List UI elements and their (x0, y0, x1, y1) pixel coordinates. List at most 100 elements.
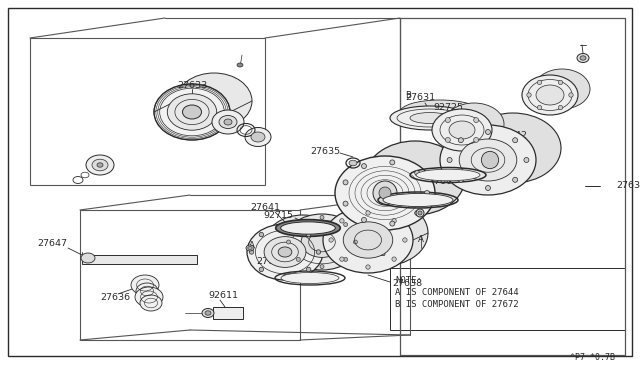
Text: A: A (249, 241, 255, 250)
Ellipse shape (362, 217, 367, 222)
Ellipse shape (392, 257, 396, 262)
Ellipse shape (447, 157, 452, 163)
Ellipse shape (486, 129, 490, 135)
Ellipse shape (486, 186, 490, 190)
Ellipse shape (366, 211, 370, 215)
Ellipse shape (522, 75, 578, 115)
Ellipse shape (259, 232, 264, 237)
Ellipse shape (474, 137, 479, 142)
Text: B IS COMPONENT OF 27672: B IS COMPONENT OF 27672 (395, 300, 518, 309)
Ellipse shape (237, 63, 243, 67)
Ellipse shape (280, 222, 335, 234)
Ellipse shape (296, 257, 300, 262)
Ellipse shape (424, 190, 429, 196)
Bar (390, 268, 625, 330)
Ellipse shape (343, 222, 393, 258)
Text: 27631: 27631 (405, 93, 435, 103)
Ellipse shape (338, 200, 428, 266)
Ellipse shape (135, 287, 163, 307)
Ellipse shape (445, 137, 451, 142)
Ellipse shape (400, 100, 480, 124)
Text: B: B (405, 90, 411, 99)
Ellipse shape (251, 132, 265, 142)
Text: ^P7 *0.7B: ^P7 *0.7B (570, 353, 615, 362)
Ellipse shape (416, 209, 424, 217)
Ellipse shape (432, 109, 492, 151)
Ellipse shape (343, 180, 348, 185)
Ellipse shape (465, 113, 561, 183)
Ellipse shape (131, 275, 159, 295)
Text: 27635: 27635 (310, 148, 340, 157)
Ellipse shape (97, 163, 103, 167)
Text: 27660M: 27660M (428, 176, 466, 186)
Ellipse shape (558, 80, 563, 85)
Ellipse shape (513, 138, 518, 143)
Text: A: A (418, 235, 424, 244)
Ellipse shape (307, 232, 311, 237)
Text: 27633: 27633 (177, 80, 207, 90)
Ellipse shape (259, 267, 264, 272)
Text: NOTE:: NOTE: (395, 276, 422, 285)
Ellipse shape (513, 177, 518, 182)
Ellipse shape (316, 250, 321, 254)
Ellipse shape (390, 221, 395, 226)
Ellipse shape (167, 94, 217, 130)
Ellipse shape (390, 160, 395, 165)
Ellipse shape (335, 156, 435, 230)
Ellipse shape (340, 257, 344, 262)
Text: B: B (379, 248, 385, 257)
Ellipse shape (449, 121, 475, 139)
Ellipse shape (344, 222, 348, 227)
Ellipse shape (246, 245, 254, 251)
Ellipse shape (410, 112, 450, 124)
Ellipse shape (536, 85, 564, 105)
Ellipse shape (460, 139, 517, 181)
Ellipse shape (219, 115, 237, 128)
Text: A: A (342, 196, 348, 205)
Text: 92715: 92715 (263, 211, 293, 219)
Text: B: B (342, 170, 348, 180)
Ellipse shape (205, 311, 211, 315)
Ellipse shape (418, 211, 422, 215)
Ellipse shape (349, 160, 357, 166)
Ellipse shape (283, 275, 287, 279)
Ellipse shape (86, 155, 114, 175)
Ellipse shape (373, 181, 397, 205)
Text: 92611: 92611 (208, 292, 238, 301)
Bar (82, 255, 197, 264)
Ellipse shape (458, 177, 463, 182)
Ellipse shape (538, 105, 541, 110)
Ellipse shape (265, 215, 341, 271)
Ellipse shape (136, 283, 158, 299)
Ellipse shape (248, 246, 252, 250)
Text: 27638: 27638 (392, 279, 422, 289)
Text: A IS COMPONENT OF 27644: A IS COMPONENT OF 27644 (395, 288, 518, 297)
Ellipse shape (296, 222, 300, 227)
Ellipse shape (264, 237, 306, 267)
Ellipse shape (284, 214, 360, 270)
Ellipse shape (580, 56, 586, 60)
Ellipse shape (276, 219, 340, 236)
Ellipse shape (390, 106, 470, 130)
Ellipse shape (474, 118, 479, 123)
Ellipse shape (569, 93, 573, 97)
Text: 92725: 92725 (433, 103, 463, 112)
Ellipse shape (320, 215, 324, 219)
Text: 92655: 92655 (447, 151, 477, 160)
Ellipse shape (224, 119, 232, 125)
Ellipse shape (329, 238, 333, 242)
Ellipse shape (440, 125, 536, 195)
Ellipse shape (527, 93, 531, 97)
Ellipse shape (301, 227, 343, 257)
Ellipse shape (458, 138, 463, 143)
Text: 27636: 27636 (100, 294, 130, 302)
Ellipse shape (281, 273, 339, 283)
Ellipse shape (383, 193, 453, 206)
Ellipse shape (323, 207, 413, 273)
Text: 27647: 27647 (37, 240, 67, 248)
Ellipse shape (92, 159, 108, 171)
Ellipse shape (415, 211, 420, 215)
Text: 27630: 27630 (616, 182, 640, 190)
Ellipse shape (182, 105, 202, 119)
Text: 27642: 27642 (497, 131, 527, 141)
